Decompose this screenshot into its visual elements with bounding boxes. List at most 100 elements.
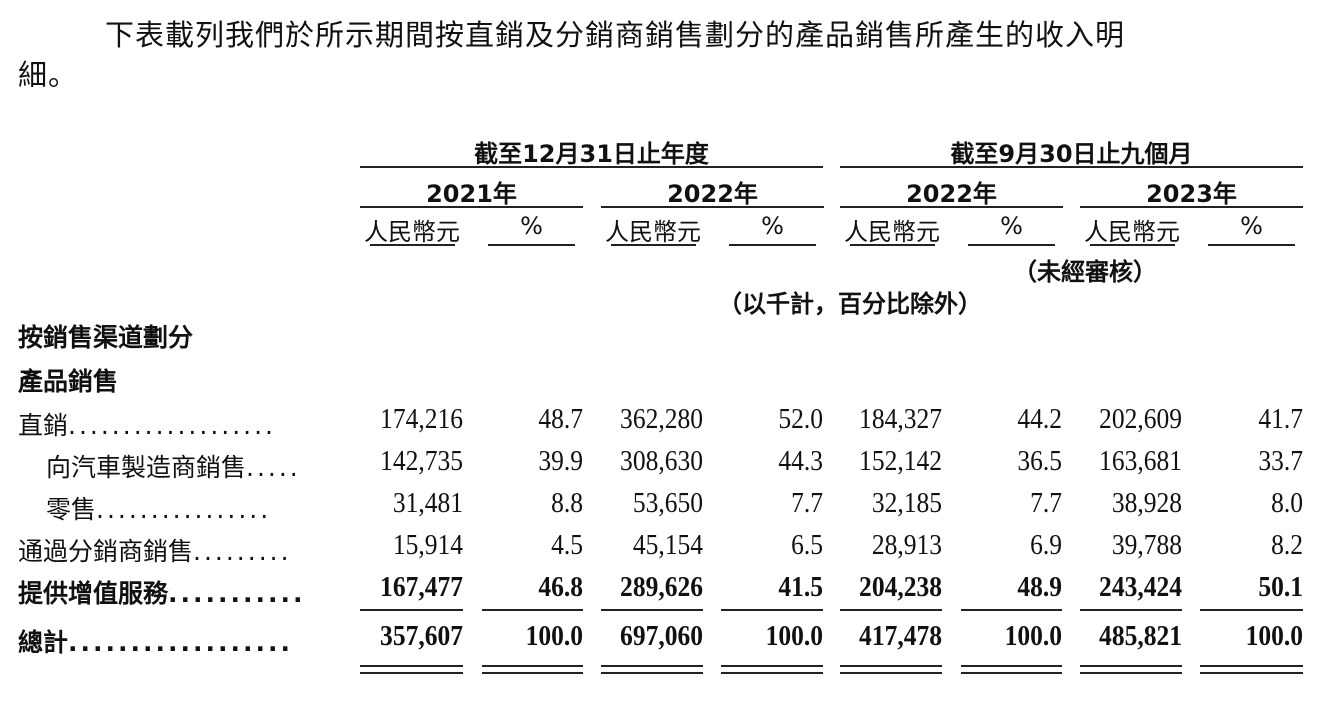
row-label: 零售................ xyxy=(46,490,271,526)
total-double-rule-bottom xyxy=(360,672,463,674)
header-group-fiscal-year: 截至12月31日止年度 xyxy=(474,140,709,168)
total-double-rule-top xyxy=(482,665,583,667)
total-double-rule-bottom xyxy=(1200,672,1303,674)
percent-header-rule xyxy=(488,244,575,246)
percent-cell: 8.0 xyxy=(1271,487,1303,519)
amount-cell: 39,788 xyxy=(1111,529,1182,561)
amount-cell: 184,327 xyxy=(859,403,942,435)
leader-dots: ................... xyxy=(68,411,277,440)
year-rule xyxy=(601,206,824,208)
amount-header-rule xyxy=(370,244,455,246)
percent-header: % xyxy=(761,212,784,240)
year-rule xyxy=(1080,206,1303,208)
total-double-rule-bottom xyxy=(840,672,942,674)
subtotal-rule xyxy=(1200,609,1303,611)
row-label: 提供增值服務........... xyxy=(18,574,305,610)
percent-cell: 7.7 xyxy=(1030,487,1062,519)
percent-cell: 8.8 xyxy=(551,487,583,519)
section-product-sales: 產品銷售 xyxy=(18,367,119,396)
year-header: 2023年 xyxy=(1146,180,1237,208)
amount-cell: 417,478 xyxy=(859,620,942,652)
subtotal-rule xyxy=(721,609,823,611)
leader-dots: ................ xyxy=(96,495,272,524)
total-double-rule-bottom xyxy=(1080,672,1182,674)
amount-header: 人民幣元 xyxy=(844,218,940,246)
intro-line-1: 下表載列我們於所示期間按直銷及分銷商銷售劃分的產品銷售所產生的收入明 xyxy=(105,18,1126,52)
intro-line-2: 細。 xyxy=(18,58,79,92)
amount-cell: 204,238 xyxy=(859,571,942,603)
header-rule xyxy=(360,166,823,168)
year-rule xyxy=(360,206,583,208)
total-double-rule-bottom xyxy=(482,672,583,674)
total-double-rule-top xyxy=(840,665,942,667)
percent-cell: 100.0 xyxy=(525,620,583,652)
subtotal-rule xyxy=(482,609,583,611)
percent-header: % xyxy=(520,212,543,240)
percent-cell: 41.5 xyxy=(778,571,823,603)
percent-cell: 4.5 xyxy=(551,529,583,561)
percent-cell: 46.8 xyxy=(538,571,583,603)
percent-cell: 7.7 xyxy=(791,487,823,519)
total-double-rule-bottom xyxy=(601,672,703,674)
amount-cell: 28,913 xyxy=(871,529,942,561)
percent-header: % xyxy=(1240,212,1263,240)
amount-cell: 45,154 xyxy=(632,529,703,561)
section-by-channel: 按銷售渠道劃分 xyxy=(18,323,194,352)
year-header: 2021年 xyxy=(426,180,517,208)
amount-cell: 38,928 xyxy=(1111,487,1182,519)
year-rule xyxy=(840,206,1063,208)
amount-cell: 167,477 xyxy=(380,571,463,603)
percent-cell: 6.5 xyxy=(791,529,823,561)
total-double-rule-top xyxy=(360,665,463,667)
row-label: 直銷................... xyxy=(18,406,276,442)
percent-header: % xyxy=(1000,212,1023,240)
subtotal-rule xyxy=(360,609,463,611)
row-label-text: 通過分銷商銷售 xyxy=(18,537,194,566)
amount-header-rule xyxy=(1090,244,1175,246)
amount-cell: 697,060 xyxy=(620,620,703,652)
percent-cell: 41.7 xyxy=(1258,403,1303,435)
percent-header-rule xyxy=(1208,244,1295,246)
row-label-text: 提供增值服務 xyxy=(18,579,169,608)
units-note: （以千計，百分比除外） xyxy=(718,290,982,318)
year-header: 2022年 xyxy=(667,180,758,208)
percent-cell: 100.0 xyxy=(765,620,823,652)
amount-cell: 485,821 xyxy=(1099,620,1182,652)
unaudited-note: （未經審核） xyxy=(1013,258,1157,286)
subtotal-rule xyxy=(601,609,703,611)
amount-cell: 202,609 xyxy=(1099,403,1182,435)
percent-cell: 33.7 xyxy=(1258,445,1303,477)
row-label-text: 零售 xyxy=(46,495,97,524)
amount-cell: 31,481 xyxy=(392,487,463,519)
amount-header: 人民幣元 xyxy=(1084,218,1180,246)
percent-cell: 50.1 xyxy=(1258,571,1303,603)
amount-header: 人民幣元 xyxy=(364,218,460,246)
row-label-text: 向汽車製造商銷售 xyxy=(46,453,247,482)
total-double-rule-top xyxy=(601,665,703,667)
percent-cell: 39.9 xyxy=(538,445,583,477)
row-label: 通過分銷商銷售......... xyxy=(18,532,292,568)
row-label: 向汽車製造商銷售..... xyxy=(46,448,301,484)
percent-header-rule xyxy=(968,244,1055,246)
amount-cell: 289,626 xyxy=(620,571,703,603)
percent-cell: 100.0 xyxy=(1245,620,1303,652)
row-label-text: 總計 xyxy=(18,628,69,657)
amount-cell: 357,607 xyxy=(380,620,463,652)
amount-cell: 308,630 xyxy=(620,445,703,477)
percent-cell: 8.2 xyxy=(1271,529,1303,561)
percent-cell: 48.7 xyxy=(538,403,583,435)
amount-cell: 53,650 xyxy=(632,487,703,519)
leader-dots: ........... xyxy=(168,579,306,608)
percent-cell: 48.9 xyxy=(1017,571,1062,603)
amount-cell: 174,216 xyxy=(380,403,463,435)
row-label-text: 直銷 xyxy=(18,411,69,440)
header-rule xyxy=(840,166,1303,168)
header-group-nine-months: 截至9月30日止九個月 xyxy=(950,140,1193,168)
percent-cell: 52.0 xyxy=(778,403,823,435)
amount-header-rule xyxy=(850,244,935,246)
percent-header-rule xyxy=(729,244,816,246)
amount-header: 人民幣元 xyxy=(605,218,701,246)
leader-dots: ..... xyxy=(246,453,301,482)
percent-cell: 36.5 xyxy=(1017,445,1062,477)
